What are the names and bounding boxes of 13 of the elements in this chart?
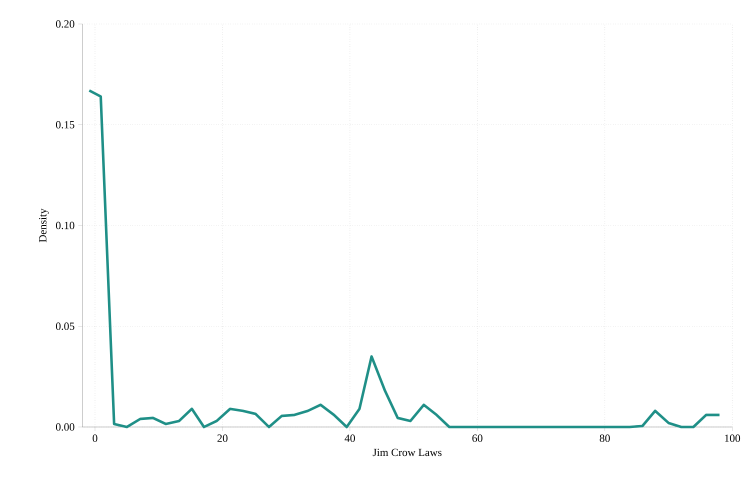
y-tick-label: 0.05 (56, 322, 74, 330)
x-tick-label: 0 (92, 434, 98, 442)
x-axis-title: Jim Crow Laws (372, 448, 442, 456)
y-tick-label: 0.15 (56, 121, 74, 128)
x-tick-label: 100 (725, 434, 740, 442)
y-tick-label: 0.20 (56, 20, 74, 28)
x-tick-label: 40 (344, 434, 355, 442)
y-tick-label: 0.00 (56, 423, 74, 431)
x-tick-label: 80 (600, 434, 610, 442)
y-axis-title: Density (39, 208, 49, 242)
y-tick-label: 0.10 (56, 222, 74, 230)
x-tick-label: 20 (217, 434, 228, 442)
x-tick-label: 60 (472, 434, 482, 442)
